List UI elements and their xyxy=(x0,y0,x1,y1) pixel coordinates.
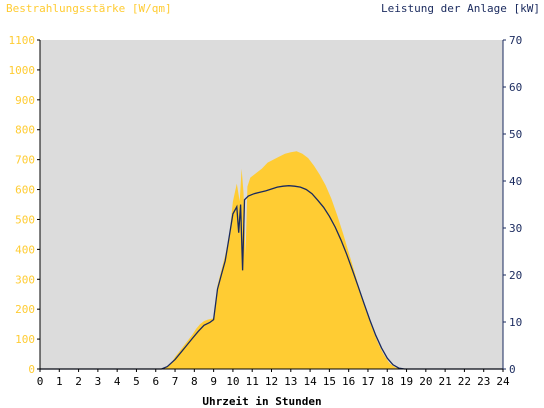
right-tick-label: 60 xyxy=(509,81,522,94)
left-tick-label: 700 xyxy=(15,154,35,167)
right-tick-label: 40 xyxy=(509,175,522,188)
right-tick-label: 50 xyxy=(509,128,522,141)
left-tick-label: 1000 xyxy=(9,64,36,77)
x-tick-label: 2 xyxy=(75,375,82,388)
x-tick-label: 17 xyxy=(361,375,374,388)
x-tick-label: 20 xyxy=(419,375,432,388)
x-tick-label: 14 xyxy=(303,375,317,388)
x-tick-label: 21 xyxy=(439,375,452,388)
x-tick-label: 12 xyxy=(265,375,278,388)
x-tick-label: 7 xyxy=(172,375,179,388)
irradiance-area xyxy=(40,151,503,369)
x-tick-label: 11 xyxy=(246,375,259,388)
right-axis-title: Leistung der Anlage [kW] xyxy=(381,2,540,15)
left-tick-label: 1100 xyxy=(9,34,36,47)
x-tick-label: 15 xyxy=(323,375,336,388)
x-tick-label: 16 xyxy=(342,375,355,388)
x-tick-label: 0 xyxy=(37,375,44,388)
x-tick-label: 4 xyxy=(114,375,121,388)
right-tick-label: 70 xyxy=(509,34,522,47)
left-tick-label: 0 xyxy=(28,363,35,376)
left-tick-label: 400 xyxy=(15,243,35,256)
left-axis-title: Bestrahlungsstärke [W/qm] xyxy=(6,2,172,15)
x-tick-label: 18 xyxy=(381,375,394,388)
x-tick-label: 13 xyxy=(284,375,297,388)
x-tick-label: 6 xyxy=(152,375,159,388)
x-tick-label: 9 xyxy=(210,375,217,388)
irradiance-area-layer xyxy=(40,151,503,369)
x-tick-label: 3 xyxy=(95,375,102,388)
x-tick-label: 1 xyxy=(56,375,63,388)
left-tick-label: 100 xyxy=(15,333,35,346)
right-tick-label: 0 xyxy=(509,363,516,376)
right-tick-label: 20 xyxy=(509,269,522,282)
x-tick-label: 8 xyxy=(191,375,198,388)
left-tick-label: 300 xyxy=(15,273,35,286)
x-tick-label: 19 xyxy=(400,375,413,388)
x-tick-label: 24 xyxy=(496,375,510,388)
left-tick-label: 800 xyxy=(15,124,35,137)
x-tick-label: 23 xyxy=(477,375,490,388)
power-line xyxy=(40,185,503,370)
right-tick-label: 10 xyxy=(509,316,522,329)
x-tick-label: 22 xyxy=(458,375,471,388)
left-tick-label: 200 xyxy=(15,303,35,316)
left-tick-label: 900 xyxy=(15,94,35,107)
left-tick-label: 500 xyxy=(15,213,35,226)
x-axis-label: Uhrzeit in Stunden xyxy=(202,395,321,408)
left-tick-label: 600 xyxy=(15,184,35,197)
power-line-layer xyxy=(40,185,503,370)
x-tick-label: 5 xyxy=(133,375,140,388)
x-tick-label: 10 xyxy=(226,375,239,388)
right-tick-label: 30 xyxy=(509,222,522,235)
axes: 0100200300400500600700800900100011000102… xyxy=(9,34,523,388)
